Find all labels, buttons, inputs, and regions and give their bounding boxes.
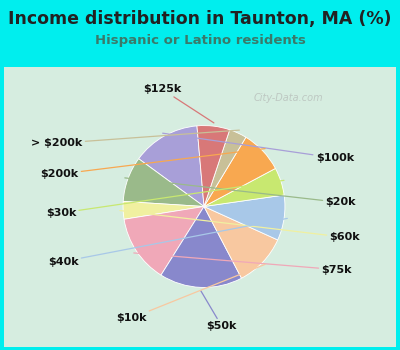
Text: $60k: $60k (120, 210, 360, 242)
Text: Income distribution in Taunton, MA (%): Income distribution in Taunton, MA (%) (8, 10, 392, 28)
Wedge shape (204, 130, 246, 206)
Text: City-Data.com: City-Data.com (253, 93, 323, 103)
Wedge shape (204, 168, 284, 206)
Text: Hispanic or Latino residents: Hispanic or Latino residents (94, 34, 306, 47)
Text: $10k: $10k (116, 264, 265, 323)
Wedge shape (204, 206, 278, 278)
FancyBboxPatch shape (4, 66, 396, 346)
Text: > $200k: > $200k (31, 130, 239, 148)
Wedge shape (197, 126, 230, 206)
Wedge shape (161, 206, 242, 287)
Wedge shape (204, 195, 285, 240)
Wedge shape (124, 206, 204, 275)
Text: $75k: $75k (134, 253, 352, 275)
Text: $200k: $200k (40, 149, 265, 179)
Text: $100k: $100k (163, 133, 354, 163)
Wedge shape (123, 159, 204, 206)
Text: $30k: $30k (46, 180, 284, 218)
Text: $20k: $20k (125, 178, 356, 208)
Text: $50k: $50k (201, 290, 237, 331)
Wedge shape (139, 126, 204, 206)
Wedge shape (123, 202, 204, 219)
Text: $125k: $125k (143, 84, 214, 123)
Wedge shape (204, 137, 276, 206)
Text: $40k: $40k (48, 218, 287, 267)
